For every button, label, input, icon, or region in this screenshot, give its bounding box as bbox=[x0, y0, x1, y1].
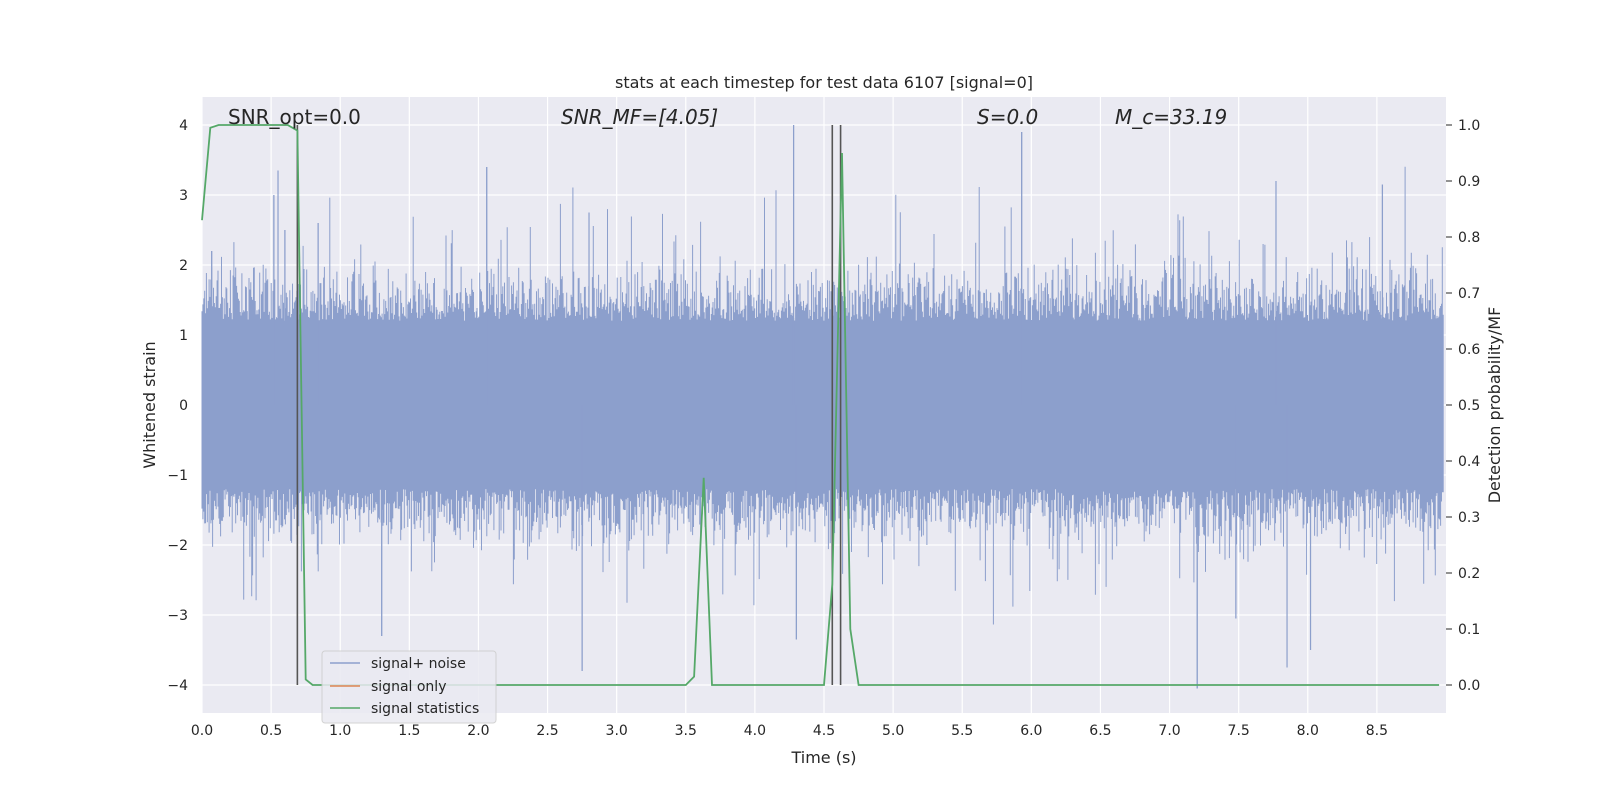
annotation-snr-mf: SNR_MF=[4.05] bbox=[561, 105, 718, 129]
x-tick-label: 4.0 bbox=[744, 723, 766, 739]
legend: signal+ noise signal only signal statist… bbox=[321, 650, 497, 724]
legend-label-noise: signal+ noise bbox=[371, 656, 466, 672]
y2-tick-label: 0.9 bbox=[1458, 174, 1480, 190]
y2-tick-label: 0.8 bbox=[1458, 230, 1480, 246]
legend-label-statistics: signal statistics bbox=[371, 701, 479, 717]
x-tick-label: 5.5 bbox=[951, 723, 973, 739]
y-axis-label: Whitened strain bbox=[140, 341, 159, 468]
y2-tick-label: 0.7 bbox=[1458, 286, 1480, 302]
x-tick-label: 7.0 bbox=[1158, 723, 1180, 739]
y-tick-label: 0 bbox=[179, 398, 188, 414]
y2-tick-label: 0.4 bbox=[1458, 454, 1480, 470]
y2-tick-label: 0.3 bbox=[1458, 510, 1480, 526]
signal-noise-line bbox=[201, 125, 1444, 689]
y2-axis-label: Detection probability/MF bbox=[1485, 307, 1504, 504]
x-axis-ticks: 0.0 0.5 1.0 1.5 2.0 2.5 3.0 3.5 4.0 4.5 5.0 5.5 6.0 6… bbox=[191, 723, 1388, 739]
y-tick-label: 4 bbox=[179, 118, 188, 134]
y-axis-ticks: 4 3 2 1 0 −1 −2 −3 −4 bbox=[167, 118, 188, 694]
y2-tick-label: 0.0 bbox=[1458, 678, 1480, 694]
y-tick-label: −1 bbox=[167, 468, 188, 484]
x-tick-label: 7.5 bbox=[1228, 723, 1250, 739]
annotation-snr-opt: SNR_opt=0.0 bbox=[228, 105, 361, 129]
chart-title: stats at each timestep for test data 610… bbox=[615, 73, 1033, 92]
legend-box bbox=[321, 650, 497, 724]
y2-tick-label: 0.2 bbox=[1458, 566, 1480, 582]
y2-tick-label: 0.6 bbox=[1458, 342, 1480, 358]
annotation-mc: M_c=33.19 bbox=[1115, 105, 1227, 129]
x-tick-label: 3.0 bbox=[606, 723, 628, 739]
y-tick-label: −3 bbox=[167, 608, 188, 624]
x-tick-label: 3.5 bbox=[675, 723, 697, 739]
y-tick-label: −4 bbox=[167, 678, 188, 694]
annotation-s: S=0.0 bbox=[977, 105, 1038, 129]
signal-statistics-line bbox=[201, 124, 1440, 686]
y2-axis-ticks: 1.0 0.9 0.8 0.7 0.6 0.5 0.4 0.3 0.2 0.1 0.0 bbox=[1446, 118, 1480, 694]
signal-statistics-series bbox=[201, 124, 1440, 686]
x-tick-label: 5.0 bbox=[882, 723, 904, 739]
signal-noise-series bbox=[201, 125, 1444, 689]
x-tick-label: 0.0 bbox=[191, 723, 213, 739]
x-tick-label: 2.5 bbox=[536, 723, 558, 739]
legend-label-signal-only: signal only bbox=[371, 679, 446, 695]
y2-tick-label: 0.1 bbox=[1458, 622, 1480, 638]
y-tick-label: 2 bbox=[179, 258, 188, 274]
y-tick-label: −2 bbox=[167, 538, 188, 554]
y-tick-label: 3 bbox=[179, 188, 188, 204]
y2-tick-label: 0.5 bbox=[1458, 398, 1480, 414]
x-tick-label: 8.0 bbox=[1297, 723, 1319, 739]
x-tick-label: 6.0 bbox=[1020, 723, 1042, 739]
x-tick-label: 1.5 bbox=[398, 723, 420, 739]
y-tick-label: 1 bbox=[179, 328, 188, 344]
y2-tick-label: 1.0 bbox=[1458, 118, 1480, 134]
x-axis-label: Time (s) bbox=[790, 748, 856, 767]
x-tick-label: 2.0 bbox=[467, 723, 489, 739]
x-tick-label: 0.5 bbox=[260, 723, 282, 739]
x-tick-label: 8.5 bbox=[1366, 723, 1388, 739]
x-tick-label: 4.5 bbox=[813, 723, 835, 739]
x-tick-label: 1.0 bbox=[329, 723, 351, 739]
x-tick-label: 6.5 bbox=[1089, 723, 1111, 739]
